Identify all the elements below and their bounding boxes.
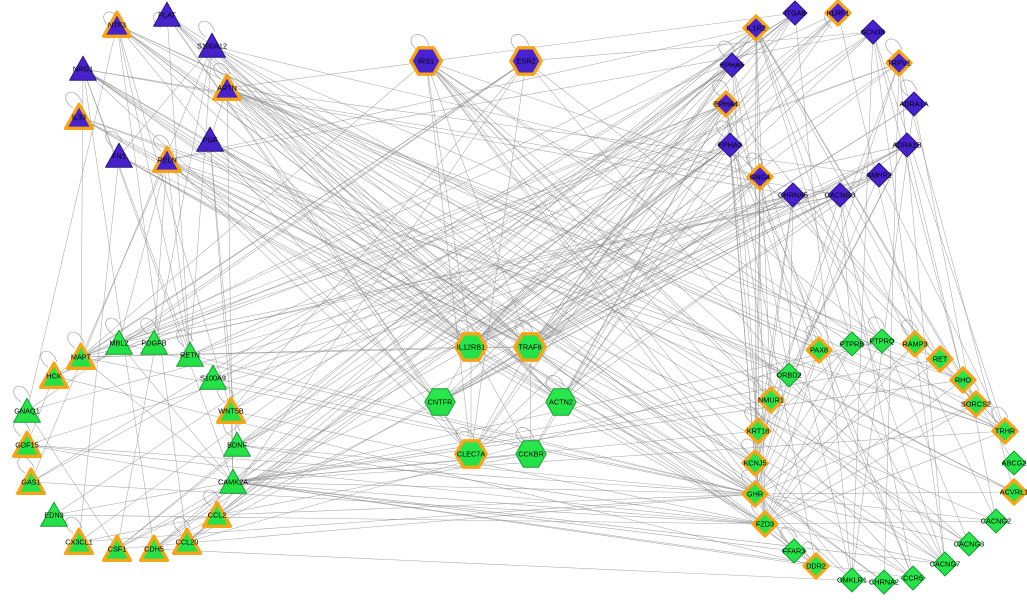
svg-text:CAMK2A: CAMK2A	[218, 478, 248, 487]
svg-text:MBL2: MBL2	[109, 339, 128, 348]
svg-text:PGF: PGF	[203, 136, 219, 145]
svg-text:FZD3: FZD3	[756, 520, 774, 529]
svg-text:RAMP3: RAMP3	[902, 340, 927, 349]
svg-text:SCN3B: SCN3B	[861, 28, 885, 37]
svg-text:ARTN: ARTN	[217, 84, 237, 93]
svg-text:CX3CL1: CX3CL1	[65, 538, 93, 547]
svg-text:KLRF1: KLRF1	[827, 9, 850, 18]
svg-text:CLEC7A: CLEC7A	[457, 450, 486, 459]
svg-text:S100A9: S100A9	[200, 374, 226, 383]
svg-text:CDH5: CDH5	[144, 545, 164, 554]
svg-text:WNT5B: WNT5B	[218, 407, 244, 416]
svg-text:CHRNA2: CHRNA2	[869, 578, 899, 587]
svg-text:TRHR: TRHR	[995, 427, 1015, 436]
svg-text:AMHR2: AMHR2	[866, 171, 892, 180]
svg-text:EDN3: EDN3	[44, 511, 63, 520]
svg-text:RHO: RHO	[955, 376, 972, 385]
svg-text:TRAF6: TRAF6	[518, 343, 541, 352]
svg-text:FN1: FN1	[112, 152, 126, 161]
svg-text:CHRNA5: CHRNA5	[778, 191, 808, 200]
svg-text:ORBD2: ORBD2	[776, 371, 801, 380]
svg-text:CCKBR: CCKBR	[518, 450, 544, 459]
svg-text:GDF15: GDF15	[15, 441, 39, 450]
svg-text:TRPV1: TRPV1	[887, 59, 911, 68]
svg-text:RELN: RELN	[157, 156, 176, 165]
svg-text:ACTN2: ACTN2	[549, 398, 573, 407]
svg-text:CSF1: CSF1	[108, 545, 127, 554]
svg-text:ABCG2: ABCG2	[1002, 459, 1027, 468]
svg-text:CACNG7: CACNG7	[930, 560, 960, 569]
svg-text:SORCS2: SORCS2	[961, 400, 991, 409]
svg-text:CACNG2: CACNG2	[981, 517, 1011, 526]
svg-text:ITGA8: ITGA8	[784, 9, 805, 18]
svg-text:NMUR1: NMUR1	[758, 396, 784, 405]
svg-text:IL12RB1: IL12RB1	[457, 343, 485, 352]
svg-text:FFAR3: FFAR3	[783, 547, 806, 556]
svg-text:IL33: IL33	[72, 113, 86, 122]
svg-text:CACNG3: CACNG3	[954, 540, 984, 549]
svg-text:ADRA1A: ADRA1A	[899, 100, 928, 109]
svg-text:RETN: RETN	[180, 351, 200, 360]
svg-text:ADRA1B: ADRA1B	[892, 141, 921, 150]
svg-text:PAX8: PAX8	[810, 346, 828, 355]
svg-text:ESR2: ESR2	[516, 57, 535, 66]
svg-text:PDGFB: PDGFB	[141, 339, 166, 348]
svg-text:S100A12: S100A12	[197, 42, 227, 51]
svg-text:EPHA5: EPHA5	[720, 61, 744, 70]
svg-text:CCL20: CCL20	[176, 538, 199, 547]
svg-text:KCNJ5: KCNJ5	[743, 459, 766, 468]
svg-text:PLAT: PLAT	[158, 11, 176, 20]
svg-text:IRS1: IRS1	[418, 57, 434, 66]
svg-text:CCL2: CCL2	[208, 511, 227, 520]
svg-text:PTPRB: PTPRB	[840, 340, 864, 349]
svg-text:CACNG3: CACNG3	[825, 191, 855, 200]
svg-text:EPHA4: EPHA4	[714, 100, 738, 109]
svg-text:PTPRQ: PTPRQ	[869, 337, 894, 346]
svg-text:DDR2: DDR2	[806, 562, 826, 571]
svg-text:GNG4: GNG4	[750, 173, 771, 182]
svg-text:CNTFR: CNTFR	[428, 398, 453, 407]
svg-text:HCK: HCK	[46, 372, 62, 381]
svg-text:EPHA3: EPHA3	[718, 141, 742, 150]
svg-text:NRG1: NRG1	[73, 65, 93, 74]
svg-text:BDNF: BDNF	[227, 441, 247, 450]
svg-text:ACVRL1: ACVRL1	[1000, 488, 1027, 497]
svg-text:RET: RET	[933, 355, 948, 364]
svg-text:IL1R2: IL1R2	[746, 24, 765, 33]
svg-text:KRT18: KRT18	[747, 427, 770, 436]
svg-text:MAPT: MAPT	[71, 353, 92, 362]
svg-text:GHR: GHR	[747, 490, 763, 499]
svg-text:OMKLR1: OMKLR1	[837, 576, 867, 585]
svg-text:GAS1: GAS1	[21, 478, 40, 487]
svg-text:NTF3: NTF3	[108, 21, 126, 30]
svg-text:CCR6: CCR6	[903, 574, 923, 583]
svg-text:GNAQ1: GNAQ1	[14, 407, 40, 416]
